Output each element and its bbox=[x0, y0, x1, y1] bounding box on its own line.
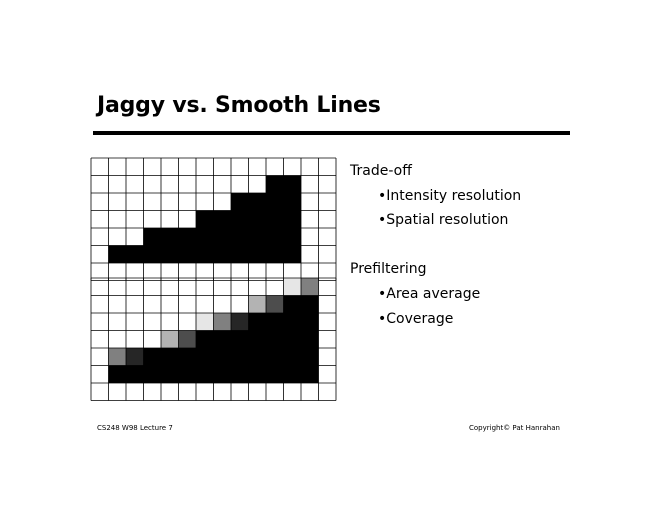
pixel-cell bbox=[213, 365, 231, 383]
pixel-cell bbox=[266, 175, 284, 193]
pixel-cell bbox=[196, 365, 214, 383]
pixel-cell bbox=[178, 365, 196, 383]
pixel-cell bbox=[161, 228, 179, 246]
pixel-cell bbox=[283, 193, 301, 211]
pixel-cell bbox=[248, 228, 266, 246]
slide-title: Jaggy vs. Smooth Lines bbox=[97, 93, 381, 118]
smooth-pixel-grid bbox=[90, 277, 337, 401]
pixel-cell bbox=[301, 330, 319, 348]
pixel-cell bbox=[213, 313, 231, 331]
pixel-cell bbox=[248, 210, 266, 228]
list-item: •Area average bbox=[378, 286, 481, 302]
pixel-cell bbox=[248, 245, 266, 263]
section-heading-prefiltering: Prefiltering bbox=[350, 261, 427, 277]
bullet-icon: • bbox=[378, 212, 387, 228]
pixel-cell bbox=[161, 348, 179, 366]
pixel-cell bbox=[248, 365, 266, 383]
pixel-cell bbox=[266, 365, 284, 383]
pixel-cell bbox=[283, 278, 301, 296]
pixel-cell bbox=[231, 330, 249, 348]
pixel-cell bbox=[231, 210, 249, 228]
pixel-cell bbox=[248, 348, 266, 366]
pixel-cell bbox=[231, 348, 249, 366]
pixel-cell bbox=[178, 330, 196, 348]
pixel-cell bbox=[196, 228, 214, 246]
pixel-cell bbox=[301, 295, 319, 313]
pixel-cell bbox=[266, 313, 284, 331]
pixel-cell bbox=[301, 348, 319, 366]
pixel-cell bbox=[178, 228, 196, 246]
pixel-cell bbox=[248, 193, 266, 211]
pixel-cell bbox=[301, 278, 319, 296]
pixel-cell bbox=[266, 210, 284, 228]
bullet-icon: • bbox=[378, 286, 387, 302]
pixel-cell bbox=[213, 228, 231, 246]
pixel-cell bbox=[143, 365, 161, 383]
pixel-cell bbox=[196, 313, 214, 331]
bullet-icon: • bbox=[378, 311, 387, 327]
pixel-cell bbox=[161, 245, 179, 263]
pixel-cell bbox=[283, 295, 301, 313]
pixel-cell bbox=[231, 313, 249, 331]
pixel-cell bbox=[196, 330, 214, 348]
pixel-cell bbox=[301, 365, 319, 383]
pixel-cell bbox=[248, 313, 266, 331]
pixel-cell bbox=[196, 348, 214, 366]
pixel-cell bbox=[161, 330, 179, 348]
pixel-cell bbox=[266, 193, 284, 211]
pixel-cell bbox=[266, 295, 284, 313]
list-item: •Intensity resolution bbox=[378, 188, 522, 204]
pixel-cell bbox=[283, 245, 301, 263]
pixel-cell bbox=[283, 348, 301, 366]
footer-left: CS248 W98 Lecture 7 bbox=[97, 424, 173, 432]
pixel-cell bbox=[126, 348, 144, 366]
title-rule bbox=[93, 131, 570, 135]
pixel-cell bbox=[231, 245, 249, 263]
pixel-cell bbox=[266, 228, 284, 246]
jaggy-pixel-grid bbox=[90, 157, 337, 281]
pixel-cell bbox=[108, 348, 126, 366]
pixel-cell bbox=[196, 245, 214, 263]
pixel-cell bbox=[266, 348, 284, 366]
pixel-cell bbox=[126, 365, 144, 383]
pixel-cell bbox=[283, 175, 301, 193]
pixel-cell bbox=[231, 365, 249, 383]
pixel-cell bbox=[178, 245, 196, 263]
pixel-cell bbox=[266, 330, 284, 348]
pixel-cell bbox=[283, 330, 301, 348]
pixel-cell bbox=[108, 365, 126, 383]
pixel-cell bbox=[213, 210, 231, 228]
pixel-cell bbox=[248, 295, 266, 313]
pixel-cell bbox=[283, 210, 301, 228]
section-heading-tradeoff: Trade-off bbox=[350, 163, 412, 179]
pixel-cell bbox=[143, 228, 161, 246]
pixel-cell bbox=[283, 228, 301, 246]
pixel-cell bbox=[143, 348, 161, 366]
pixel-cell bbox=[248, 330, 266, 348]
pixel-cell bbox=[283, 313, 301, 331]
bullet-icon: • bbox=[378, 188, 387, 204]
pixel-cell bbox=[301, 313, 319, 331]
pixel-cell bbox=[213, 245, 231, 263]
pixel-cell bbox=[231, 228, 249, 246]
pixel-cell bbox=[231, 193, 249, 211]
pixel-cell bbox=[126, 245, 144, 263]
pixel-cell bbox=[213, 330, 231, 348]
footer-right: Copyright© Pat Hanrahan bbox=[469, 424, 560, 432]
pixel-cell bbox=[178, 348, 196, 366]
pixel-cell bbox=[108, 245, 126, 263]
pixel-cell bbox=[143, 245, 161, 263]
pixel-cell bbox=[196, 210, 214, 228]
list-item: •Spatial resolution bbox=[378, 212, 509, 228]
pixel-cell bbox=[283, 365, 301, 383]
pixel-cell bbox=[213, 348, 231, 366]
pixel-cell bbox=[266, 245, 284, 263]
pixel-cell bbox=[161, 365, 179, 383]
list-item: •Coverage bbox=[378, 311, 454, 327]
